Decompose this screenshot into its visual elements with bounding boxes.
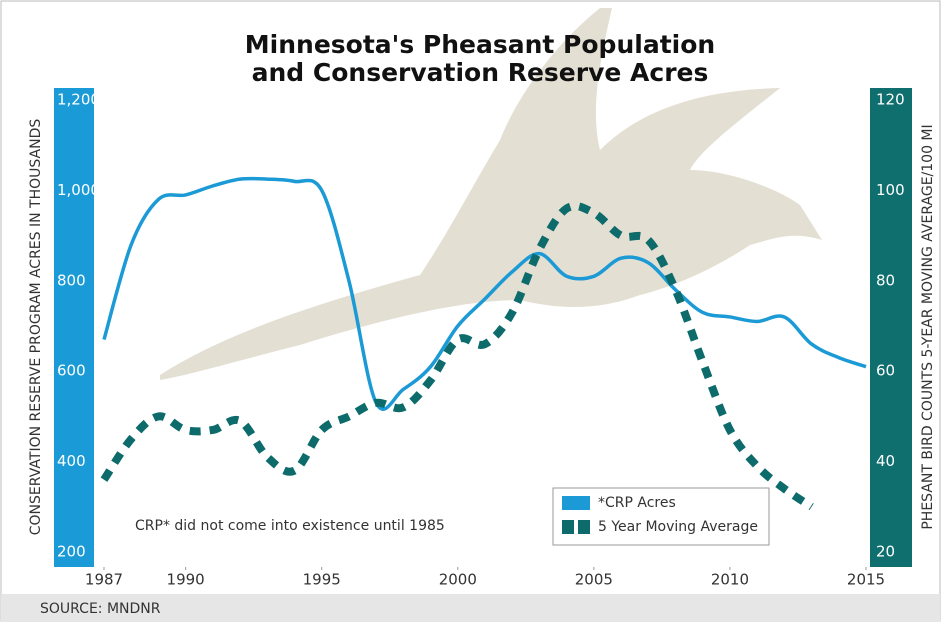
y2-axis-label: PHESANT BIRD COUNTS 5-YEAR MOVING AVERAG… [920,124,936,529]
x-tick-label: 1987 [85,571,123,589]
chart-title: Minnesota's Pheasant Population [245,30,715,59]
x-tick-label: 1990 [167,571,205,589]
y2-tick-label: 120 [876,91,905,109]
x-tick-label: 2005 [575,571,613,589]
x-tick-label: 2010 [711,571,749,589]
legend [552,487,770,546]
legend-swatch [562,496,590,510]
y-tick-label: 400 [57,452,86,470]
y-tick-label: 800 [57,271,86,289]
chart-title: and Conservation Reserve Acres [252,58,709,87]
legend-swatch [578,520,590,534]
x-tick-label: 2000 [439,571,477,589]
y2-tick-label: 80 [876,271,895,289]
y2-tick-label: 20 [876,543,895,561]
y2-tick-label: 60 [876,362,895,380]
x-tick-label: 1995 [303,571,341,589]
right-axis-band [870,88,912,567]
footer [1,594,940,622]
y-tick-label: 1,200 [57,91,100,109]
left-axis-band [54,88,94,567]
x-tick-label: 2015 [847,571,885,589]
legend-swatch [562,520,574,534]
series-line [102,176,867,411]
y-tick-label: 200 [57,543,86,561]
annotation: CRP* did not come into existence until 1… [135,518,445,534]
pheasant-silhouette [160,8,822,380]
y-axis-label: CONSERVATION RESERVE PROGRAM ACRES IN TH… [28,119,44,536]
y2-tick-label: 40 [876,452,895,470]
y-tick-label: 600 [57,362,86,380]
legend-label: *CRP Acres [598,495,676,511]
y2-tick-label: 100 [876,181,905,199]
source: SOURCE: MNDNR [40,601,161,617]
y-tick-label: 1,000 [57,181,100,199]
legend-label: 5 Year Moving Average [598,519,758,535]
